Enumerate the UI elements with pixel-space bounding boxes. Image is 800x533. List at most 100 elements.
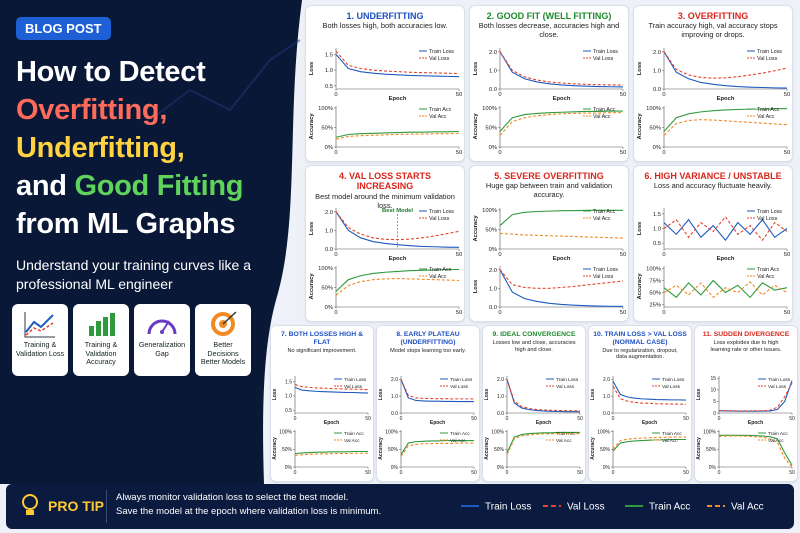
legend-label: Train Loss <box>757 49 782 55</box>
y-tick-label: 0% <box>653 145 661 151</box>
series-line <box>335 132 460 140</box>
y-tick-label: 100% <box>279 430 292 436</box>
series-line <box>612 436 686 450</box>
x-tick-label: 0 <box>334 310 337 316</box>
y-axis-label: Accuracy <box>378 437 384 460</box>
y-axis-label: Accuracy <box>309 273 315 300</box>
card-title: 11. SUDDEN DIVERGENCE <box>695 331 797 339</box>
x-tick-label: 50 <box>456 92 462 98</box>
y-tick-label: 10 <box>710 388 716 394</box>
feature-card: Better Decisions Better Models <box>195 304 251 376</box>
series-line <box>663 281 788 299</box>
x-axis-label: Epoch <box>430 420 445 426</box>
card-subtitle: Huge gap between train and validation ac… <box>485 181 613 200</box>
series-line <box>335 277 460 296</box>
card: 7. BOTH LOSSES HIGH & FLAT No significant… <box>270 325 374 482</box>
x-tick-label: 50 <box>789 470 795 476</box>
y-tick-label: 0% <box>603 465 611 471</box>
series-line <box>499 232 624 239</box>
y-tick-label: 1.0 <box>489 286 497 292</box>
legend-label: Train Loss <box>485 502 531 513</box>
y-tick-label: 100% <box>703 430 716 436</box>
legend-label: Train Loss <box>450 377 473 383</box>
x-axis-label: Epoch <box>717 256 735 262</box>
x-tick-label: 0 <box>662 252 665 258</box>
tip-line: Always monitor validation loss to select… <box>116 492 349 503</box>
y-tick-label: 0% <box>325 305 333 311</box>
decor-line <box>149 39 301 121</box>
legend-label: Val Loss <box>450 384 469 390</box>
icon <box>211 311 237 336</box>
y-axis-label: Loss <box>473 280 479 294</box>
y-tick-label: 100% <box>646 106 661 112</box>
series-line <box>718 435 793 468</box>
y-tick-label: 0% <box>325 145 333 151</box>
icon <box>24 312 55 338</box>
x-tick-label: 0 <box>662 92 665 98</box>
legend-label: Val Loss <box>662 384 681 390</box>
y-tick-label: 100% <box>318 106 333 112</box>
card-subtitle: No significant improvement. <box>287 347 357 354</box>
series-line <box>719 434 793 466</box>
y-axis-label: Accuracy <box>696 437 702 460</box>
y-tick-label: 50% <box>485 126 497 132</box>
card-title-text: BOTH LOSSES HIGH & FLAT <box>288 331 363 346</box>
card: 4. VAL LOSS STARTS INCREASING Best model … <box>305 165 465 322</box>
series-line <box>499 51 624 86</box>
x-tick-label: 50 <box>620 252 626 258</box>
legend-label: Val Loss <box>344 384 363 390</box>
feature-card: Training & Validation Loss <box>12 304 68 376</box>
y-axis-label: Loss <box>590 388 596 400</box>
card-title-text: VAL LOSS STARTS INCREASING <box>349 171 432 192</box>
x-tick-label: 50 <box>784 150 790 156</box>
series-line <box>294 384 369 391</box>
subtitle: Understand your training curves like a p… <box>16 257 252 292</box>
y-axis-label: Loss <box>473 62 479 76</box>
card-subtitle: Due to regularization, dropout, data aug… <box>602 347 678 361</box>
tip-text: Always monitor validation loss to select… <box>116 491 381 519</box>
series-line <box>400 440 474 455</box>
feature-card: Training & Validation Accuracy <box>73 304 129 376</box>
legend-label: Val Acc <box>757 114 775 120</box>
legend-label: Train Acc <box>757 107 780 113</box>
series-line <box>506 379 581 413</box>
y-tick-label: 50% <box>321 126 333 132</box>
card-title: 7. BOTH LOSSES HIGH & FLAT <box>271 331 373 347</box>
feature-label: Generalization Gap <box>138 340 186 358</box>
legend-label: Val Loss <box>593 56 614 62</box>
y-tick-label: 50% <box>494 447 505 453</box>
legend-label: Val Acc <box>593 216 611 222</box>
series-line <box>400 442 474 457</box>
tip-bar: PRO TIP Always monitor validation loss t… <box>6 484 794 529</box>
headline-word: Good Fitting <box>74 170 244 202</box>
legend-label: Train Loss <box>556 377 579 383</box>
legend-label: Train Acc <box>593 209 616 215</box>
series-line <box>499 51 624 88</box>
series-line <box>400 379 474 400</box>
x-tick-label: 0 <box>400 470 403 476</box>
bulb-icon <box>22 494 38 515</box>
x-tick-label: 50 <box>784 310 790 316</box>
y-tick-label: 1.0 <box>489 68 497 74</box>
x-axis-label: Epoch <box>536 420 551 426</box>
legend-label: Train Acc <box>593 107 616 113</box>
card-number: 10. <box>593 331 603 338</box>
y-tick-label: 50% <box>321 286 333 292</box>
headline-word: and <box>16 170 67 202</box>
x-tick-label: 0 <box>718 470 721 476</box>
series-line <box>663 108 787 132</box>
card-title: 4. VAL LOSS STARTS INCREASING <box>306 171 464 192</box>
series-line <box>400 379 474 403</box>
y-tick-label: 1.0 <box>325 68 333 74</box>
series-line <box>663 215 788 242</box>
icon <box>89 313 115 336</box>
y-axis-label: Accuracy <box>272 437 278 460</box>
series-line <box>294 452 368 456</box>
legend-label: Train Acc <box>649 502 690 513</box>
series-line <box>335 50 460 75</box>
